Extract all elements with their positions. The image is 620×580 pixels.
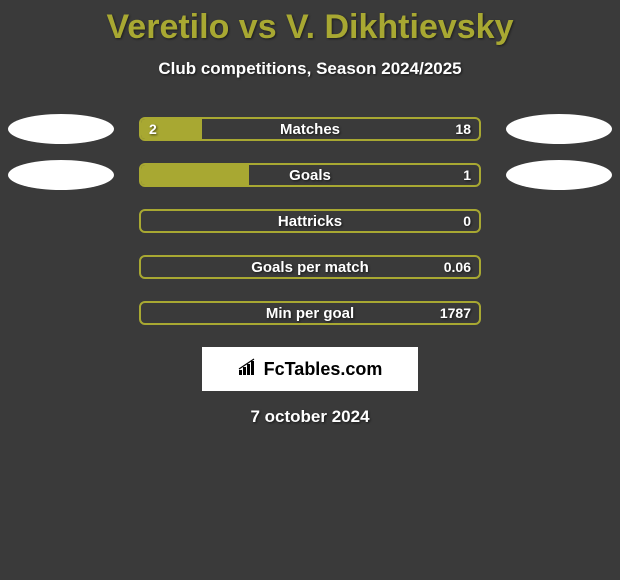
logo-text: FcTables.com xyxy=(264,359,383,380)
stat-bar: Hattricks 0 xyxy=(139,209,481,233)
main-container: Veretilo vs V. Dikhtievsky Club competit… xyxy=(0,0,620,427)
stat-row: Goals 1 xyxy=(0,163,620,187)
stat-label: Goals xyxy=(289,167,331,184)
stat-row: Hattricks 0 xyxy=(0,209,620,233)
stat-bar: 2 Matches 18 xyxy=(139,117,481,141)
stat-value-right: 18 xyxy=(455,121,471,137)
player-oval-right xyxy=(506,160,612,190)
player-oval-left xyxy=(8,160,114,190)
stat-label: Min per goal xyxy=(266,305,354,322)
stat-label: Goals per match xyxy=(251,259,369,276)
subtitle: Club competitions, Season 2024/2025 xyxy=(0,59,620,79)
stat-label: Matches xyxy=(280,121,340,138)
chart-icon xyxy=(238,358,260,381)
stat-value-right: 1 xyxy=(463,167,471,183)
stat-label: Hattricks xyxy=(278,213,342,230)
stat-value-right: 1787 xyxy=(440,305,471,321)
stat-row: 2 Matches 18 xyxy=(0,117,620,141)
logo-content: FcTables.com xyxy=(238,358,383,381)
stat-value-left: 2 xyxy=(149,121,157,137)
stat-row: Goals per match 0.06 xyxy=(0,255,620,279)
stats-container: 2 Matches 18 Goals 1 Hattricks 0 Goals per matc… xyxy=(0,117,620,325)
stat-bar: Goals per match 0.06 xyxy=(139,255,481,279)
date-text: 7 october 2024 xyxy=(0,407,620,427)
stat-row: Min per goal 1787 xyxy=(0,301,620,325)
stat-bar: Min per goal 1787 xyxy=(139,301,481,325)
stat-fill-left xyxy=(141,165,249,185)
stat-bar: Goals 1 xyxy=(139,163,481,187)
stat-value-right: 0.06 xyxy=(444,259,471,275)
page-title: Veretilo vs V. Dikhtievsky xyxy=(0,8,620,47)
stat-value-right: 0 xyxy=(463,213,471,229)
player-oval-left xyxy=(8,114,114,144)
player-oval-right xyxy=(506,114,612,144)
logo-box[interactable]: FcTables.com xyxy=(202,347,418,391)
